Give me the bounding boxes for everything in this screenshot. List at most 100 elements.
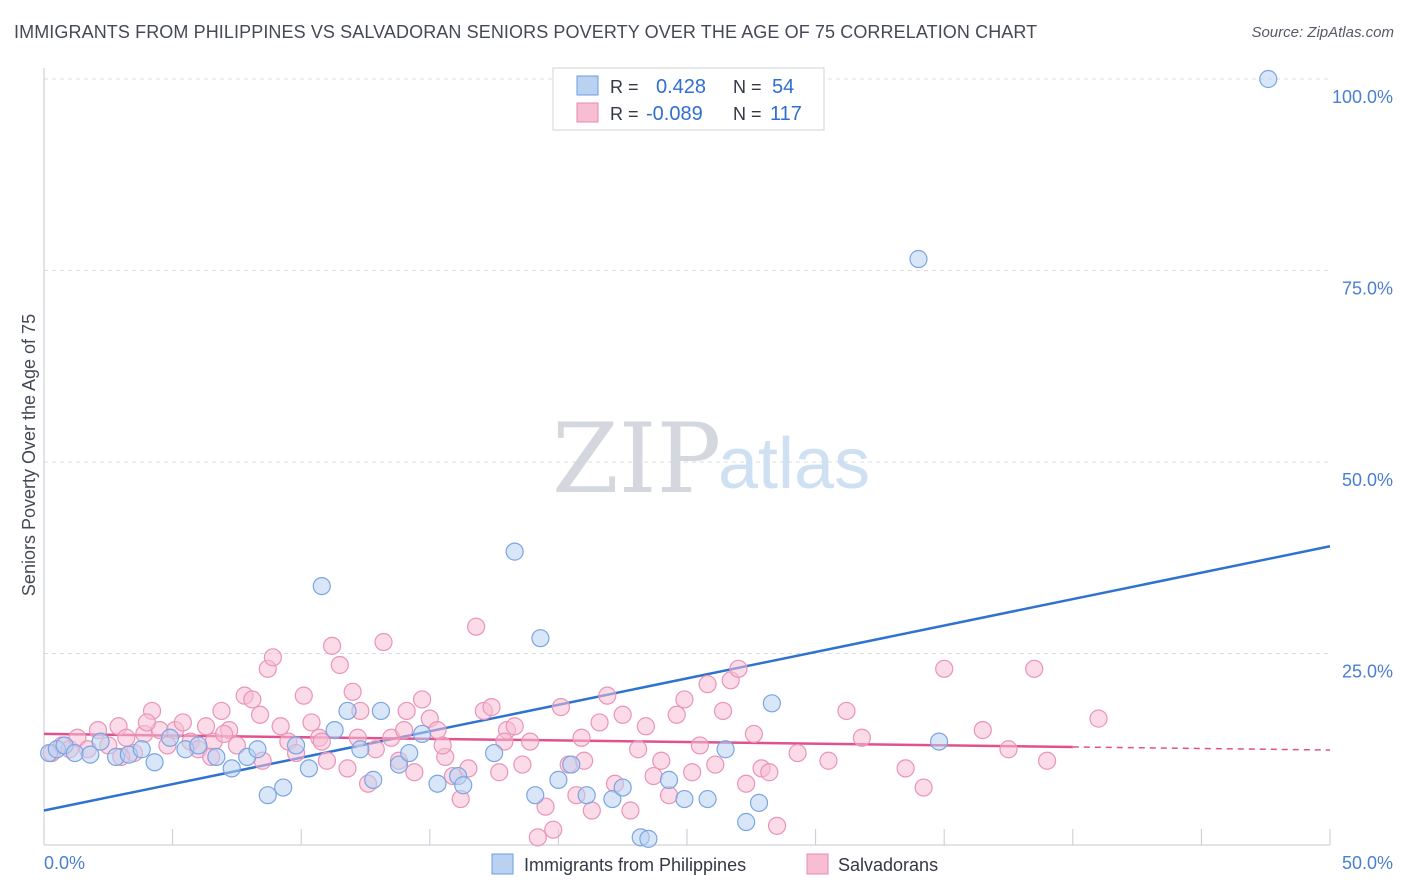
- salvadoran-point-109: [214, 724, 234, 744]
- y-tick-label-2: 75.0%: [1342, 279, 1393, 299]
- legend-r-value-2: -0.089: [646, 103, 703, 125]
- salvadoran-point-77: [644, 766, 663, 786]
- legend-n-value-2: 117: [770, 103, 802, 125]
- salvadoran-point-101: [973, 720, 992, 740]
- philippines-point-25: [364, 770, 383, 789]
- salvadoran-point-63: [536, 797, 555, 816]
- salvadoran-point-75: [629, 740, 648, 759]
- philippines-point-32: [454, 776, 473, 795]
- salvadoran-point-95: [819, 751, 838, 770]
- salvadoran-point-86: [713, 701, 733, 721]
- philippines-point-35: [526, 786, 545, 805]
- philippines-point-30: [428, 774, 447, 793]
- philippines-point-18: [274, 778, 293, 797]
- philippines-point-28: [400, 743, 419, 763]
- philippines-point-13: [207, 747, 226, 767]
- salvadoran-point-35: [322, 636, 342, 655]
- salvadoran-point-59: [505, 717, 524, 736]
- series-legend: Immigrants from Philippines Salvadorans: [491, 853, 938, 875]
- philippines-point-23: [338, 701, 357, 721]
- salvadoran-point-116: [572, 728, 591, 747]
- philippines-point-38: [562, 755, 581, 774]
- salvadoran-point-70: [590, 713, 609, 732]
- philippines-point-20: [299, 759, 319, 778]
- salvadoran-point-103: [1025, 659, 1044, 678]
- salvadoran-point-65: [551, 698, 571, 717]
- salvadoran-point-74: [621, 801, 640, 820]
- salvadoran-point-82: [683, 763, 702, 782]
- salvadoran-point-42: [374, 632, 393, 652]
- philippines-point-10: [160, 728, 180, 747]
- salvadoran-point-84: [698, 675, 717, 694]
- philippines-point-45: [675, 789, 694, 809]
- salvadoran-point-81: [675, 690, 694, 709]
- philippines-point-19: [286, 736, 306, 755]
- philippines-point-52: [929, 732, 949, 751]
- philippines-point-49: [749, 793, 769, 812]
- salvadoran-point-47: [412, 690, 432, 709]
- salvadoran-point-18: [196, 717, 216, 736]
- salvadoran-point-62: [528, 828, 547, 847]
- salvadoran-point-78: [652, 751, 671, 770]
- philippines-point-36: [531, 629, 550, 648]
- philippines-point-53: [1259, 69, 1278, 89]
- y-tick-label-1: 50.0%: [1342, 470, 1393, 490]
- series-label-philippines: Immigrants from Philippines: [524, 855, 746, 875]
- x-tick-label-1: 50.0%: [1342, 853, 1393, 873]
- series-label-salvadorans: Salvadorans: [838, 855, 938, 875]
- correlation-legend: R = 0.428 N = 54 R = -0.089 N = 117: [552, 67, 825, 131]
- salvadoran-point-114: [433, 736, 452, 755]
- philippines-point-16: [248, 740, 267, 759]
- watermark-atlas: atlas: [718, 424, 870, 504]
- philippines-point-26: [371, 701, 391, 721]
- salvadoran-point-105: [1089, 709, 1108, 728]
- philippines-point-4: [81, 745, 100, 764]
- salvadoran-point-46: [405, 763, 424, 782]
- salvadoran-point-102: [999, 740, 1018, 759]
- legend-n-label-2: N =: [733, 104, 762, 124]
- salvadoran-point-98: [896, 759, 915, 778]
- legend-n-label-1: N =: [733, 77, 762, 97]
- y-axis-label: Seniors Poverty Over the Age of 75: [19, 314, 39, 596]
- philippines-point-14: [222, 759, 241, 778]
- salvadoran-point-49: [428, 720, 447, 740]
- series-swatch-philippines: [491, 853, 514, 875]
- salvadoran-point-85: [706, 755, 725, 774]
- data-points: [40, 69, 1278, 848]
- salvadoran-point-61: [521, 732, 540, 751]
- salvadoran-point-27: [263, 648, 283, 667]
- philippines-point-9: [145, 753, 164, 772]
- salvadoran-point-45: [397, 701, 416, 721]
- philippines-point-22: [325, 720, 344, 740]
- salvadoran-point-107: [137, 713, 156, 732]
- philippines-point-46: [698, 789, 717, 809]
- series-swatch-salvadorans: [806, 853, 829, 875]
- salvadoran-point-54: [466, 617, 486, 636]
- salvadoran-point-92: [760, 763, 779, 782]
- salvadoran-point-31: [294, 686, 313, 705]
- philippines-point-8: [132, 740, 151, 759]
- philippines-point-29: [412, 724, 432, 744]
- salvadoran-point-69: [582, 801, 601, 820]
- salvadoran-point-97: [852, 728, 871, 747]
- salvadoran-point-20: [212, 701, 231, 721]
- salvadoran-point-25: [250, 705, 270, 724]
- philippines-point-21: [312, 576, 331, 596]
- salvadoran-point-88: [729, 659, 748, 678]
- philippines-point-5: [91, 732, 110, 751]
- philippines-point-39: [577, 786, 596, 805]
- salvadoran-point-71: [598, 686, 617, 705]
- philippines-point-12: [189, 736, 208, 755]
- legend-swatch-blue: [576, 75, 599, 96]
- legend-n-value-1: 54: [772, 76, 794, 98]
- salvadoran-point-83: [690, 736, 709, 755]
- salvadoran-point-8: [117, 728, 136, 747]
- philippines-point-47: [716, 740, 735, 759]
- y-axis-label-group: Seniors Poverty Over the Age of 75: [19, 314, 39, 596]
- salvadoran-point-90: [744, 724, 763, 744]
- salvadoran-point-99: [914, 778, 933, 797]
- legend-r-label-2: R =: [610, 104, 639, 124]
- salvadoran-point-32: [302, 713, 321, 732]
- salvadoran-point-96: [837, 701, 856, 721]
- philippines-point-37: [549, 770, 568, 789]
